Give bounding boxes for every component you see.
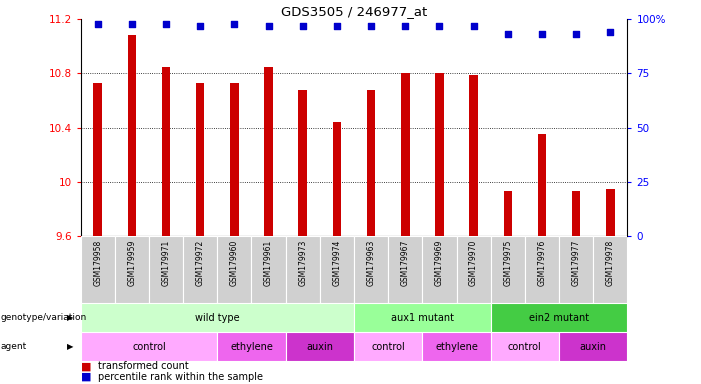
- Text: control: control: [372, 341, 405, 352]
- Text: transformed count: transformed count: [98, 361, 189, 371]
- Point: [263, 23, 274, 29]
- Bar: [525, 236, 559, 303]
- Bar: [264, 67, 273, 236]
- Point: [571, 31, 582, 38]
- Bar: [252, 236, 286, 303]
- Point: [400, 23, 411, 29]
- Text: GSM179974: GSM179974: [332, 240, 341, 286]
- Bar: [388, 236, 422, 303]
- Text: auxin: auxin: [306, 341, 334, 352]
- Bar: [422, 236, 456, 303]
- Point: [92, 20, 103, 26]
- Bar: [217, 236, 252, 303]
- Title: GDS3505 / 246977_at: GDS3505 / 246977_at: [281, 5, 427, 18]
- Bar: [286, 332, 354, 361]
- Bar: [115, 236, 149, 303]
- Bar: [81, 236, 115, 303]
- Text: ethylene: ethylene: [435, 341, 478, 352]
- Text: GSM179970: GSM179970: [469, 240, 478, 286]
- Text: GSM179961: GSM179961: [264, 240, 273, 286]
- Bar: [286, 236, 320, 303]
- Bar: [320, 236, 354, 303]
- Text: genotype/variation: genotype/variation: [1, 313, 87, 322]
- Text: ▶: ▶: [67, 342, 74, 351]
- Point: [536, 31, 547, 38]
- Text: GSM179973: GSM179973: [298, 240, 307, 286]
- Point: [365, 23, 376, 29]
- Text: control: control: [132, 341, 166, 352]
- Text: GSM179977: GSM179977: [571, 240, 580, 286]
- Bar: [559, 236, 593, 303]
- Bar: [217, 332, 286, 361]
- Text: GSM179971: GSM179971: [161, 240, 170, 286]
- Text: ▶: ▶: [67, 313, 74, 322]
- Bar: [538, 134, 546, 236]
- Point: [434, 23, 445, 29]
- Text: GSM179978: GSM179978: [606, 240, 615, 286]
- Bar: [149, 236, 183, 303]
- Text: GSM179972: GSM179972: [196, 240, 205, 286]
- Text: percentile rank within the sample: percentile rank within the sample: [98, 372, 263, 382]
- Bar: [354, 332, 422, 361]
- Point: [126, 20, 137, 26]
- Text: GSM179959: GSM179959: [128, 240, 137, 286]
- Text: GSM179963: GSM179963: [367, 240, 376, 286]
- Text: control: control: [508, 341, 542, 352]
- Bar: [559, 332, 627, 361]
- Text: ■: ■: [81, 361, 91, 371]
- Bar: [503, 191, 512, 236]
- Text: GSM179975: GSM179975: [503, 240, 512, 286]
- Bar: [572, 191, 580, 236]
- Text: ein2 mutant: ein2 mutant: [529, 313, 589, 323]
- Text: GSM179976: GSM179976: [538, 240, 547, 286]
- Bar: [81, 303, 354, 332]
- Bar: [81, 332, 217, 361]
- Point: [605, 29, 616, 35]
- Bar: [162, 67, 170, 236]
- Bar: [606, 189, 615, 236]
- Bar: [491, 303, 627, 332]
- Bar: [93, 83, 102, 236]
- Text: GSM179967: GSM179967: [401, 240, 410, 286]
- Bar: [333, 122, 341, 236]
- Text: GSM179960: GSM179960: [230, 240, 239, 286]
- Text: aux1 mutant: aux1 mutant: [391, 313, 454, 323]
- Bar: [367, 90, 375, 236]
- Text: GSM179958: GSM179958: [93, 240, 102, 286]
- Bar: [230, 83, 238, 236]
- Text: ethylene: ethylene: [230, 341, 273, 352]
- Bar: [422, 332, 491, 361]
- Text: wild type: wild type: [195, 313, 240, 323]
- Text: agent: agent: [1, 342, 27, 351]
- Point: [195, 23, 206, 29]
- Bar: [128, 35, 136, 236]
- Bar: [470, 75, 478, 236]
- Text: ■: ■: [81, 372, 91, 382]
- Bar: [299, 90, 307, 236]
- Bar: [491, 332, 559, 361]
- Bar: [183, 236, 217, 303]
- Point: [468, 23, 479, 29]
- Point: [332, 23, 343, 29]
- Bar: [456, 236, 491, 303]
- Bar: [354, 236, 388, 303]
- Bar: [593, 236, 627, 303]
- Point: [297, 23, 308, 29]
- Bar: [196, 83, 205, 236]
- Point: [502, 31, 513, 38]
- Text: GSM179969: GSM179969: [435, 240, 444, 286]
- Bar: [401, 73, 409, 236]
- Bar: [354, 303, 491, 332]
- Point: [229, 20, 240, 26]
- Bar: [435, 73, 444, 236]
- Bar: [491, 236, 525, 303]
- Text: auxin: auxin: [580, 341, 607, 352]
- Point: [161, 20, 172, 26]
